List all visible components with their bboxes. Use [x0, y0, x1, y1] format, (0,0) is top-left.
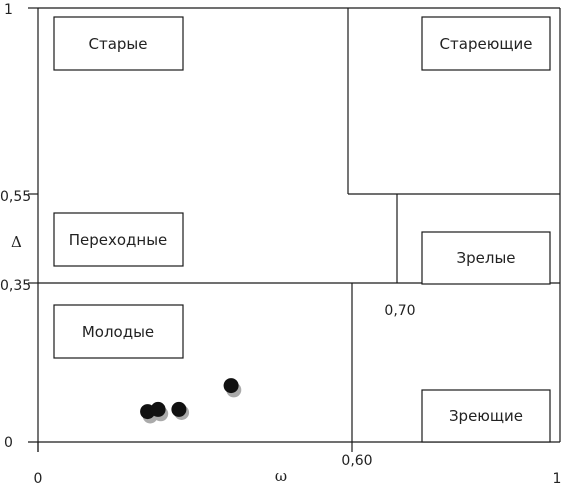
region-label-zreyushchie: Зреющие [449, 407, 523, 425]
x-tick-label-0: 0 [34, 471, 43, 486]
region-zreyushchie: Зреющие [421, 389, 551, 443]
y-tick-label-0: 0 [4, 435, 13, 451]
data-point-s0-1 [150, 401, 166, 417]
y-tick-label-035: 0,35 [0, 278, 31, 294]
x-tick-label-1: 1 [553, 471, 562, 486]
region-stareyushchie: Стареющие [421, 16, 551, 71]
data-point-s0-3 [223, 378, 239, 394]
data-point-s0-2 [171, 401, 187, 417]
region-label-molodye: Молодые [82, 323, 154, 341]
scatter-points [140, 378, 242, 424]
region-starye: Старые [53, 16, 184, 71]
region-label-zrelye: Зрелые [456, 249, 515, 267]
threshold-label-070: 0,70 [384, 303, 415, 319]
region-zrelye: Зрелые [421, 231, 551, 285]
y-tick-label-055: 0,55 [0, 189, 31, 205]
y-axis-title: Δ [11, 233, 22, 251]
region-molodye: Молодые [53, 304, 184, 359]
region-label-perekhodnye: Переходные [69, 231, 168, 249]
y-tick-label-1: 1 [4, 2, 13, 18]
region-label-starye: Старые [89, 35, 148, 53]
region-perekhodnye: Переходные [53, 212, 184, 267]
x-tick-label-060: 0,60 [341, 453, 372, 469]
x-axis-title: ω [275, 467, 287, 485]
region-label-stareyushchie: Стареющие [440, 35, 533, 53]
